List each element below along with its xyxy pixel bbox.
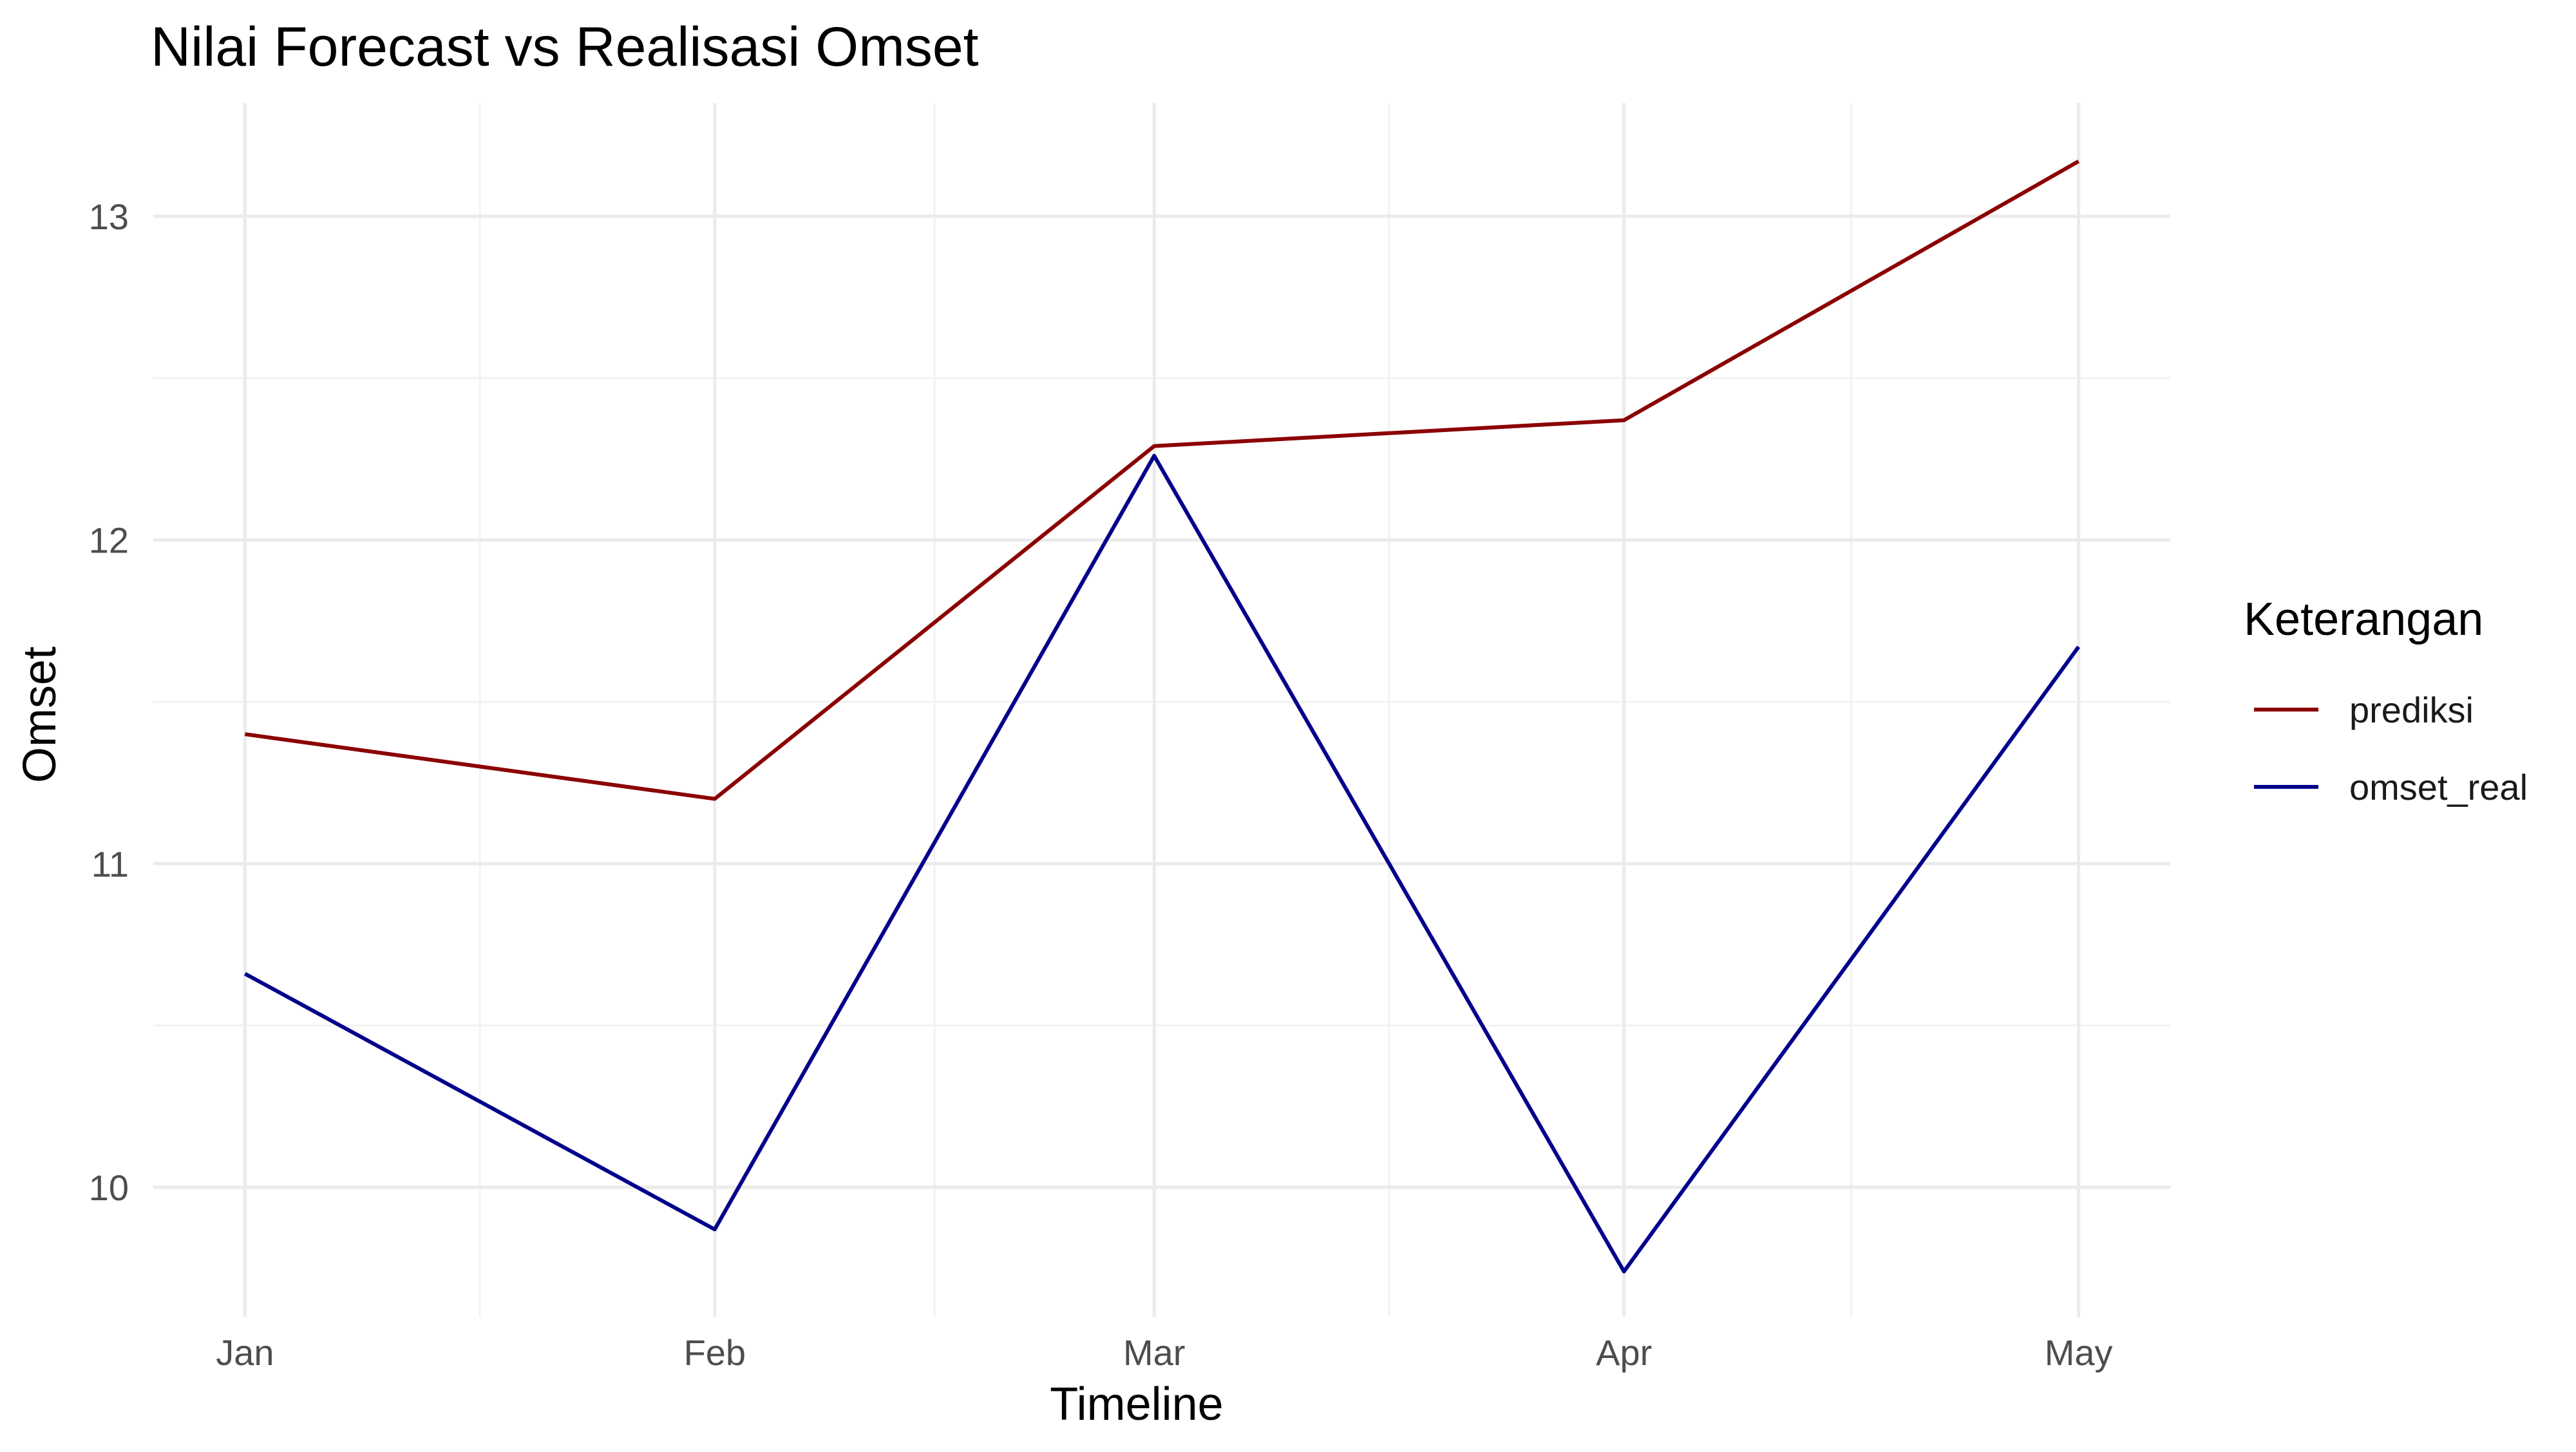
x-tick-label: May xyxy=(2045,1332,2113,1373)
grid xyxy=(153,103,2170,1317)
series-lines xyxy=(243,159,2081,1274)
legend-title: Keterangan xyxy=(2244,594,2483,645)
y-tick-label: 10 xyxy=(89,1167,129,1208)
x-axis-ticks: Jan Feb Mar Apr May xyxy=(216,1332,2112,1373)
x-tick-label: Jan xyxy=(216,1332,274,1373)
x-tick-label: Mar xyxy=(1123,1332,1185,1373)
chart-title: Nilai Forecast vs Realisasi Omset xyxy=(151,16,979,78)
x-tick-label: Apr xyxy=(1596,1332,1652,1373)
legend-items: prediksi omset_real xyxy=(2254,690,2528,807)
y-tick-label: 13 xyxy=(89,196,129,237)
y-tick-label: 11 xyxy=(91,844,129,884)
y-axis-ticks: 10 11 12 13 xyxy=(89,196,129,1208)
legend-label-omset-real: omset_real xyxy=(2349,767,2528,807)
legend: Keterangan prediksi omset_real xyxy=(2244,594,2528,807)
y-axis-title: Omset xyxy=(14,646,66,783)
series-line-omset-real xyxy=(243,453,2081,1274)
x-axis-title: Timeline xyxy=(1050,1379,1223,1430)
x-tick-label: Feb xyxy=(684,1332,746,1373)
y-tick-label: 12 xyxy=(89,520,129,561)
series-line-prediksi xyxy=(244,159,2080,801)
legend-label-prediksi: prediksi xyxy=(2349,690,2474,730)
